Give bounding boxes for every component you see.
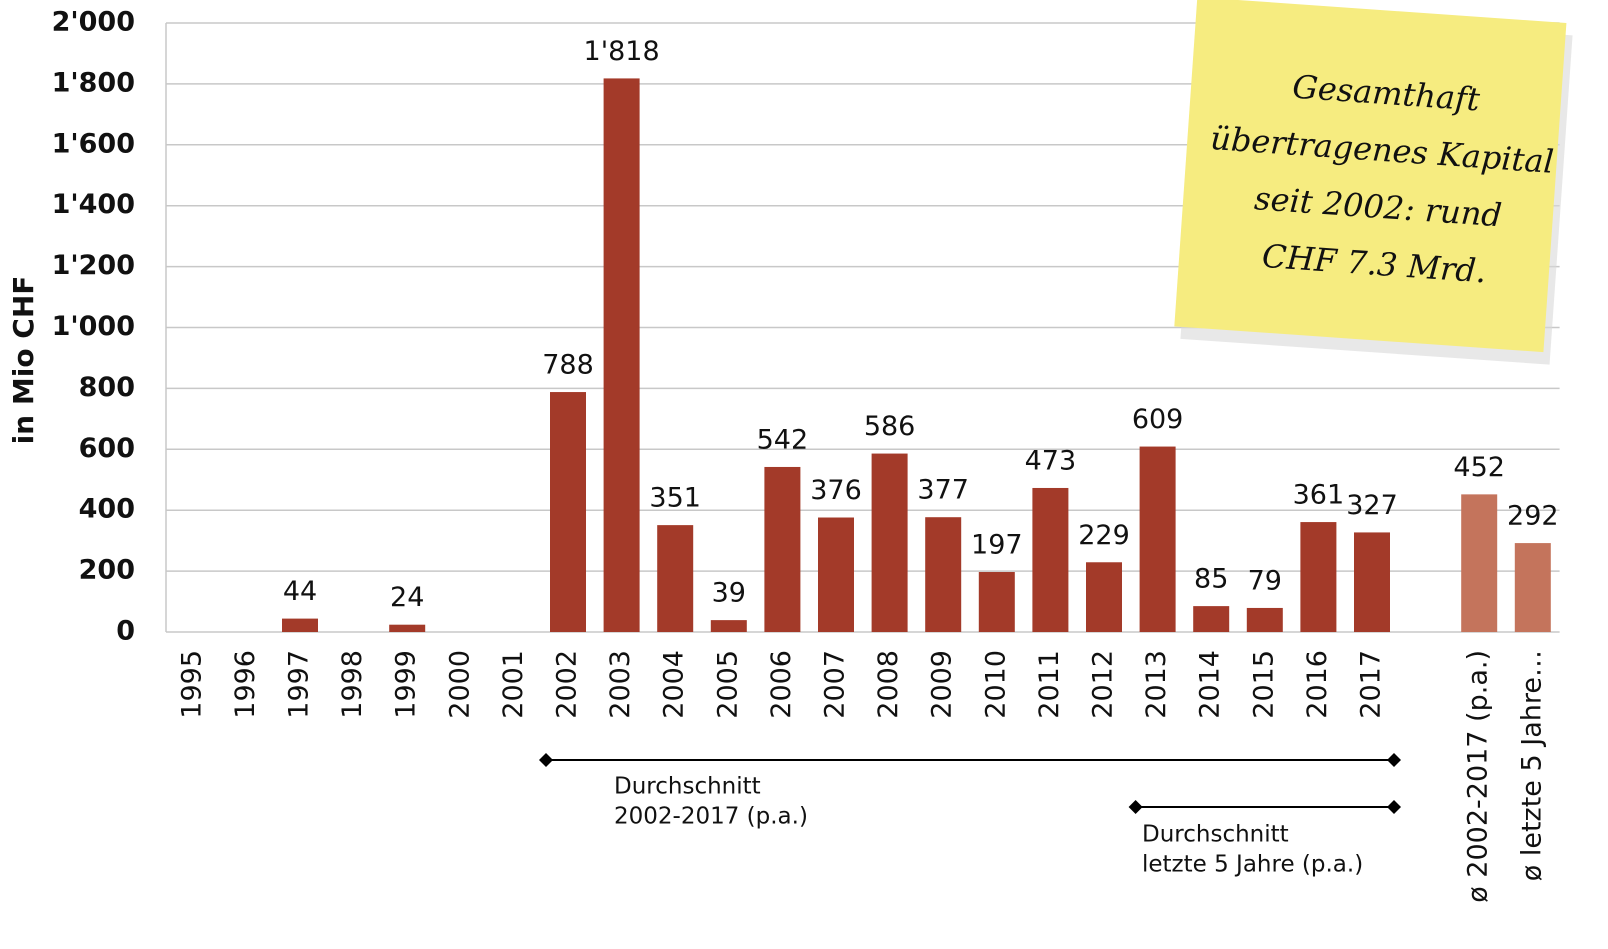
bar	[550, 392, 586, 632]
x-tick-label: 2013	[1141, 650, 1172, 719]
value-label: 229	[1078, 520, 1130, 551]
x-tick-label: 2008	[873, 650, 904, 719]
x-tick-label: 2000	[444, 650, 475, 719]
x-tick-label: 2002	[552, 650, 583, 719]
x-tick-label: 2001	[498, 650, 529, 719]
bar	[764, 466, 801, 632]
bar	[710, 620, 747, 632]
x-tick-label: 1999	[391, 650, 422, 719]
y-tick-label: 1'400	[52, 189, 135, 220]
x-tick-label: 2011	[1034, 650, 1065, 719]
x-tick-label: 2010	[980, 650, 1011, 719]
bar	[603, 78, 640, 632]
x-tick-label: 1995	[176, 650, 207, 719]
annotation-text: Durchschnitt	[614, 774, 761, 800]
bracket-end	[539, 753, 553, 767]
bar	[1139, 446, 1176, 632]
bar	[1354, 532, 1390, 632]
bracket-end	[1387, 753, 1401, 767]
value-label: 327	[1346, 490, 1398, 521]
x-tick-label: 2007	[820, 650, 851, 719]
bar	[389, 624, 426, 632]
bar	[818, 517, 854, 632]
x-tick-label: 2016	[1302, 650, 1333, 719]
value-label: 473	[1025, 445, 1077, 476]
x-tick-label: ø 2002-2017 (p.a.)	[1463, 650, 1494, 903]
value-label: 609	[1132, 404, 1184, 435]
y-tick-label: 1'000	[52, 311, 135, 342]
bar	[1032, 487, 1069, 632]
y-tick-label: 600	[79, 433, 135, 464]
x-tick-label: 2006	[766, 650, 797, 719]
bracket-end	[1128, 800, 1143, 814]
value-label: 197	[971, 530, 1023, 561]
bar	[925, 517, 962, 632]
y-tick-label: 2'000	[52, 7, 135, 38]
bar	[1193, 606, 1230, 632]
bar	[282, 618, 318, 632]
value-label: 351	[649, 483, 701, 514]
bar	[978, 572, 1015, 632]
annotation-text: 2002-2017 (p.a.)	[614, 804, 808, 830]
x-tick-label: 2014	[1195, 650, 1226, 719]
value-label: 44	[283, 576, 317, 607]
value-label: 292	[1507, 501, 1559, 532]
x-tick-label: 2003	[605, 650, 636, 719]
value-label: 24	[390, 582, 424, 613]
bar	[1514, 543, 1551, 632]
value-label: 79	[1248, 565, 1282, 596]
annotation-text: letzte 5 Jahre (p.a.)	[1142, 852, 1363, 878]
value-label: 788	[542, 350, 594, 381]
value-label: 85	[1194, 564, 1228, 595]
x-tick-label: 1998	[337, 650, 368, 719]
y-tick-label: 1'600	[52, 128, 135, 159]
bar	[871, 453, 908, 632]
y-tick-label: 1'800	[52, 67, 135, 98]
value-label: 1'818	[584, 36, 660, 67]
y-tick-label: 0	[116, 616, 135, 647]
x-tick-label: 1997	[284, 650, 315, 719]
bar	[1086, 562, 1122, 632]
value-label: 586	[864, 411, 916, 442]
y-tick-label: 800	[79, 372, 135, 403]
value-label: 452	[1453, 452, 1505, 483]
note-paper	[1174, 0, 1567, 353]
value-label: 542	[757, 424, 809, 455]
x-tick-label: 2012	[1088, 650, 1119, 719]
value-label: 376	[810, 475, 862, 506]
y-tick-label: 200	[79, 555, 135, 586]
x-tick-label: 2017	[1356, 650, 1387, 719]
x-tick-label: ø letzte 5 Jahre…	[1516, 650, 1547, 881]
x-tick-label: 1996	[230, 650, 261, 719]
bracket-end	[1387, 800, 1401, 814]
x-tick-label: 2005	[712, 650, 743, 719]
annotation-text: Durchschnitt	[1142, 822, 1289, 848]
value-label: 39	[712, 578, 746, 609]
bar	[1300, 522, 1337, 632]
bar	[657, 525, 694, 632]
y-axis-title: in Mio CHF	[7, 276, 40, 445]
x-tick-label: 2009	[927, 650, 958, 719]
bar	[1246, 607, 1283, 632]
y-tick-label: 400	[79, 494, 135, 525]
y-tick-label: 1'200	[52, 250, 135, 281]
bar	[1461, 494, 1498, 632]
x-tick-label: 2015	[1248, 650, 1279, 719]
value-label: 361	[1293, 480, 1345, 511]
value-label: 377	[917, 475, 969, 506]
x-tick-label: 2004	[659, 650, 690, 719]
